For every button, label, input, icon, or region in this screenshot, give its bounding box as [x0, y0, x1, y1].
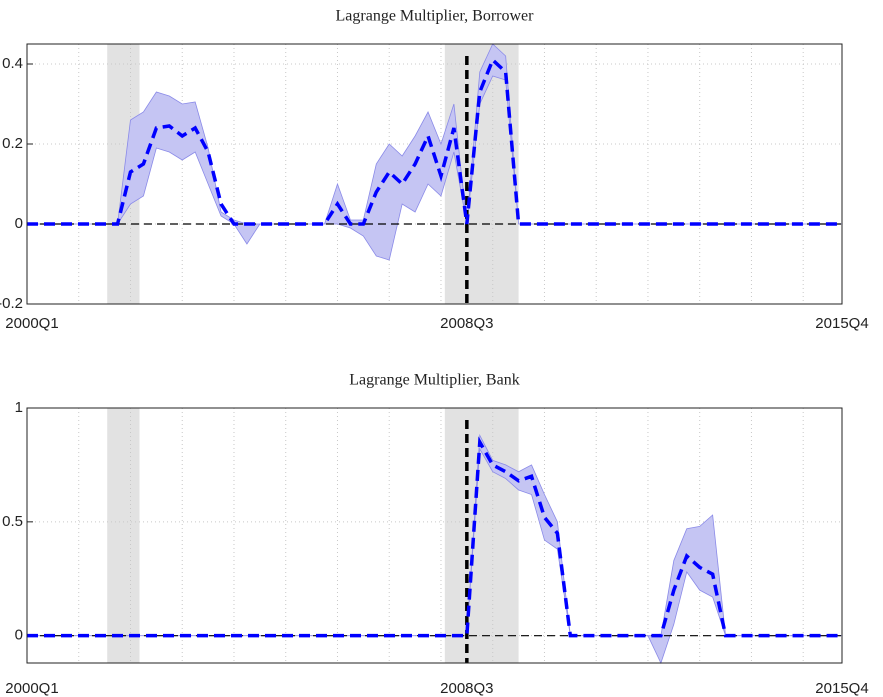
chart-title: Lagrange Multiplier, Borrower — [336, 8, 535, 25]
axes-box — [26, 407, 843, 664]
y-tick-label: 0.2 — [2, 135, 23, 152]
y-tick-label: 0 — [15, 627, 23, 644]
x-tick-label: 2008Q3 — [440, 680, 493, 697]
plot-area — [27, 408, 842, 663]
x-tick-label: 2015Q4 — [815, 680, 868, 697]
y-tick-label: 1 — [15, 399, 23, 416]
shaded-region — [107, 408, 140, 663]
median-line — [27, 56, 842, 226]
y-tick-label: -0.2 — [0, 295, 23, 312]
y-tick-label: 0.5 — [2, 513, 23, 530]
x-tick-label: 2008Q3 — [440, 315, 493, 332]
x-tick-label: 2000Q1 — [5, 680, 58, 697]
x-tick-label: 2015Q4 — [815, 315, 868, 332]
axes-box — [26, 43, 843, 305]
confidence-band — [27, 433, 842, 665]
x-tick-label: 2000Q1 — [5, 315, 58, 332]
y-tick-label: 0 — [15, 215, 23, 232]
y-tick-label: 0.4 — [2, 55, 23, 72]
chart-title: Lagrange Multiplier, Bank — [349, 372, 519, 389]
